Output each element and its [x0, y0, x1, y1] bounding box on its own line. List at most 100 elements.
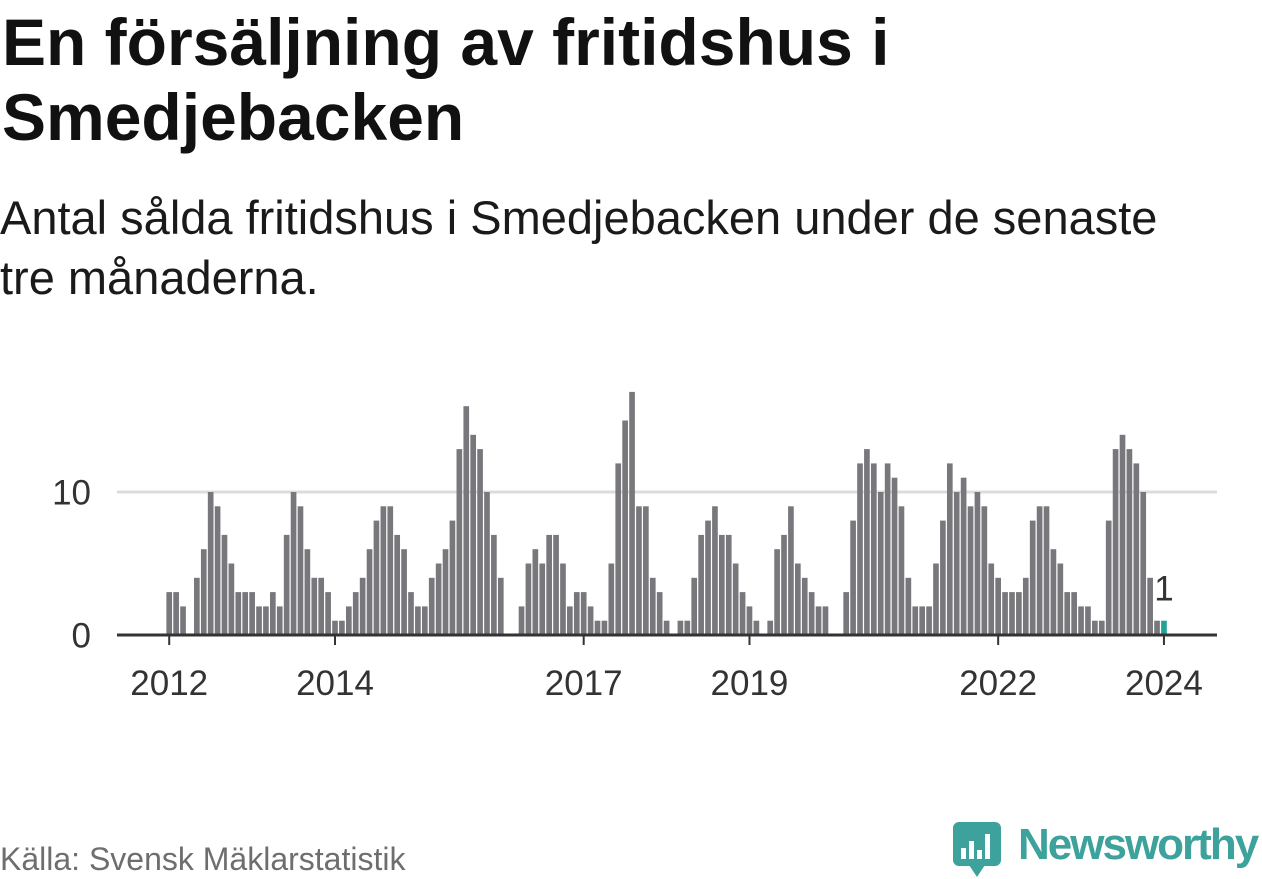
bar: [677, 620, 684, 635]
bar: [484, 492, 490, 635]
bar: [815, 606, 822, 635]
logo-wordmark: Newsworthy: [1018, 820, 1259, 869]
bar: [1112, 449, 1119, 635]
bar: [1050, 549, 1057, 635]
x-tick-label: 2022: [959, 664, 1037, 703]
bar: [276, 606, 283, 635]
x-tick-label: 2019: [711, 664, 789, 703]
bar: [719, 534, 725, 635]
bar: [622, 420, 628, 635]
bar-highlight: [1161, 620, 1167, 635]
bar: [988, 563, 995, 635]
bar: [732, 563, 739, 635]
bar: [905, 577, 912, 635]
bar: [691, 577, 698, 635]
bar: [649, 577, 656, 635]
bar: [221, 534, 228, 635]
bar: [1029, 520, 1036, 635]
bar: [656, 592, 663, 635]
bar: [1126, 449, 1133, 635]
bar: [1009, 592, 1015, 635]
bar: [173, 592, 179, 635]
bar: [933, 563, 939, 635]
bar: [1071, 592, 1077, 635]
bar: [636, 506, 642, 635]
bar: [788, 506, 794, 635]
bar: [870, 463, 877, 635]
axes: 0 10 2012 2014 2017 2019 2022 2024: [52, 474, 1217, 703]
bar: [415, 606, 421, 635]
bar: [615, 463, 622, 635]
bar: [525, 563, 532, 635]
y-tick-label: 10: [52, 474, 91, 513]
bar: [698, 534, 704, 635]
bar: [940, 520, 946, 635]
bar: [746, 606, 753, 635]
bar: [387, 506, 394, 635]
bar: [739, 592, 746, 635]
bar: [774, 549, 780, 635]
bar: [822, 606, 829, 635]
bar: [1140, 492, 1147, 635]
bar: [594, 620, 601, 635]
bar: [553, 534, 559, 635]
bar: [380, 506, 387, 635]
bar: [560, 563, 566, 635]
bar: [567, 606, 573, 635]
bar: [912, 606, 919, 635]
bar: [1119, 434, 1126, 635]
bar: [1092, 620, 1098, 635]
bar: [491, 534, 497, 635]
bar: [850, 520, 856, 635]
bar: [960, 477, 967, 635]
bar: [214, 506, 221, 635]
x-tick-label: 2012: [130, 664, 208, 703]
bar: [684, 620, 691, 635]
bar: [781, 534, 787, 635]
y-tick-label: 0: [72, 617, 91, 656]
bar: [857, 463, 863, 635]
source-note: Källa: Svensk Mäklarstatistik: [0, 841, 406, 877]
bar: [497, 577, 504, 635]
bar: [1002, 592, 1008, 635]
bar: [1043, 506, 1050, 635]
bar: [953, 492, 960, 635]
bar: [249, 592, 255, 635]
bar: [1133, 463, 1140, 635]
bar: [926, 606, 932, 635]
highlight-value-label: 1: [1154, 570, 1173, 609]
bar: [345, 606, 352, 635]
bar: [629, 391, 635, 635]
bar: [663, 620, 670, 635]
bar: [339, 620, 345, 635]
bar: [290, 492, 297, 635]
bar: [753, 620, 760, 635]
bar: [442, 549, 449, 635]
bar: [1105, 520, 1112, 635]
bar: [463, 406, 470, 635]
bar: [449, 520, 456, 635]
bar: [1085, 606, 1091, 635]
bar: [270, 592, 276, 635]
bar: [366, 549, 373, 635]
bar: [1147, 577, 1153, 635]
bar: [532, 549, 539, 635]
bar: [166, 592, 173, 635]
bar: [884, 463, 891, 635]
bar: [546, 534, 552, 635]
bar: [587, 606, 594, 635]
bar: [435, 563, 442, 635]
bar: [401, 549, 407, 635]
bar: [995, 577, 1001, 635]
bars: [166, 391, 1167, 635]
bar: [608, 563, 615, 635]
bar: [207, 492, 214, 635]
bar: [580, 592, 587, 635]
bar: [967, 506, 974, 635]
bar: [795, 563, 801, 635]
bar: [394, 534, 401, 635]
bar: [808, 592, 815, 635]
bar: [456, 449, 463, 635]
bar: [712, 506, 718, 635]
bar: [228, 563, 235, 635]
